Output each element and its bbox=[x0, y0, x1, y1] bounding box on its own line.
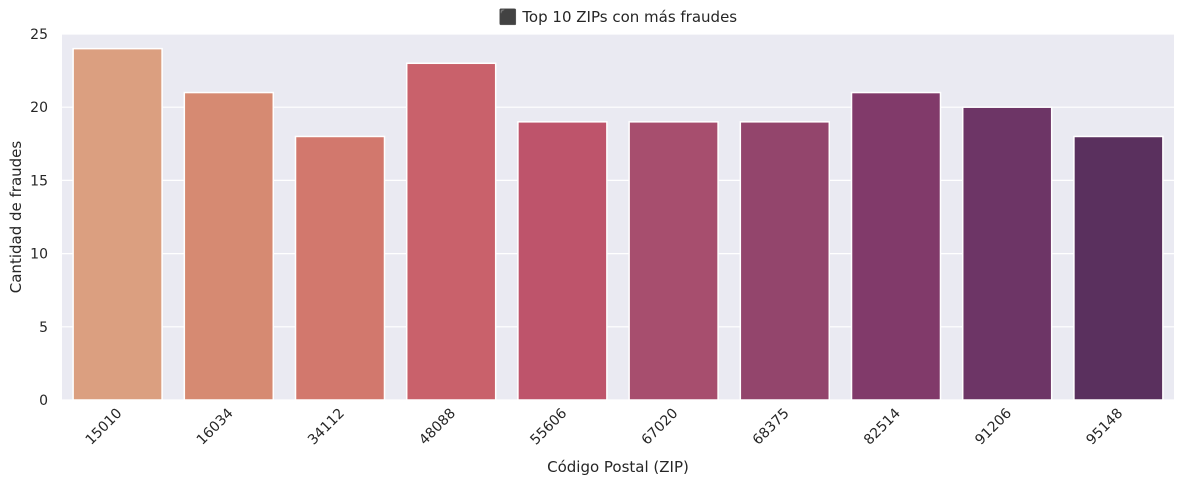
x-tick-label: 15010 bbox=[83, 406, 126, 449]
bar-82514 bbox=[850, 91, 942, 401]
y-axis-label: Cantidad de fraudes bbox=[7, 141, 25, 294]
y-axis-ticks: 0 5 10 15 20 25 bbox=[30, 27, 48, 409]
x-tick-label: 34112 bbox=[305, 406, 348, 449]
x-tick-label: 68375 bbox=[750, 406, 793, 449]
bar-16034 bbox=[183, 91, 275, 401]
x-tick-label: 91206 bbox=[972, 405, 1015, 448]
bar-15010 bbox=[72, 47, 163, 401]
y-tick-label: 15 bbox=[30, 173, 48, 189]
bar-48088 bbox=[405, 62, 497, 401]
bar-95148 bbox=[1073, 135, 1164, 401]
x-tick-label: 95148 bbox=[1083, 406, 1126, 449]
bar-34112 bbox=[294, 135, 386, 401]
bars bbox=[72, 47, 1164, 401]
x-tick-label: 16034 bbox=[194, 405, 237, 448]
x-axis-ticks: 15010 16034 34112 48088 55606 67020 68375 82514… bbox=[83, 405, 1127, 448]
x-tick-label: 48088 bbox=[416, 406, 459, 449]
bar-91206 bbox=[961, 106, 1053, 401]
x-tick-label: 55606 bbox=[527, 405, 570, 448]
bar-68375 bbox=[739, 121, 831, 401]
y-tick-label: 5 bbox=[39, 320, 48, 336]
x-tick-label: 82514 bbox=[861, 405, 904, 448]
y-tick-label: 10 bbox=[30, 247, 48, 263]
y-tick-label: 0 bbox=[39, 393, 48, 409]
bar-55606 bbox=[517, 121, 608, 401]
bar-67020 bbox=[628, 121, 719, 401]
chart-title: ⬛ Top 10 ZIPs con más fraudes bbox=[499, 8, 737, 26]
x-axis-label: Código Postal (ZIP) bbox=[547, 458, 689, 476]
y-tick-label: 25 bbox=[30, 27, 48, 43]
x-tick-label: 67020 bbox=[639, 406, 682, 449]
y-tick-label: 20 bbox=[30, 100, 48, 116]
